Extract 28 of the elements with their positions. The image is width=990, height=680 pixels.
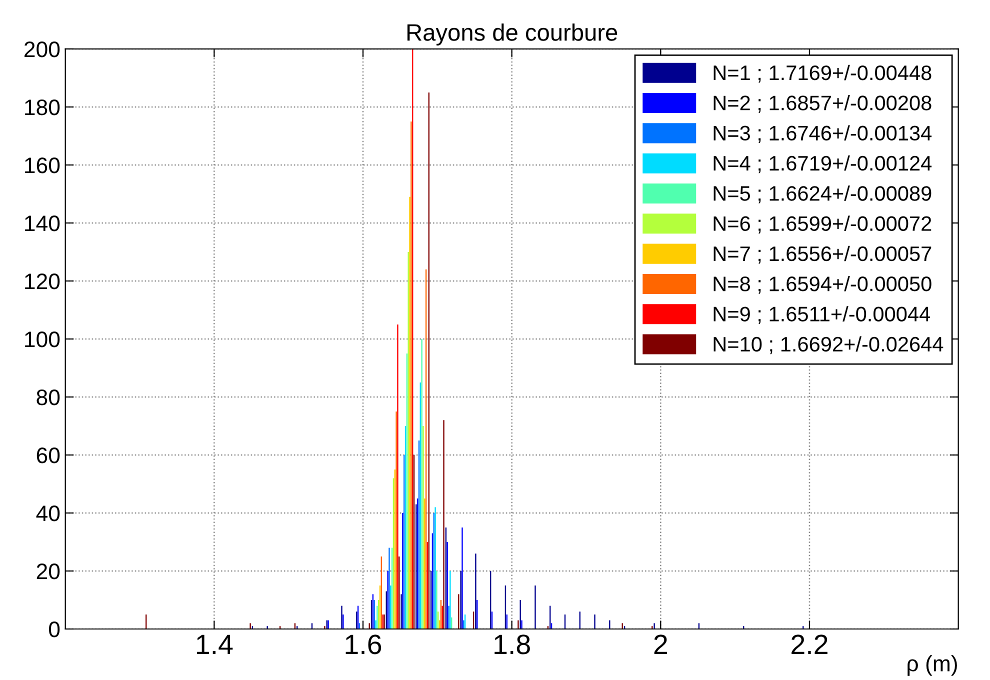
legend-label: N=6 ; 1.6599+/-0.00072 — [714, 216, 932, 234]
y-tick-label: 200 — [24, 41, 60, 58]
x-tick-label: 2 — [654, 634, 667, 654]
legend-label: N=5 ; 1.6624+/-0.00089 — [714, 186, 932, 204]
y-tick-label: 180 — [25, 100, 60, 116]
legend-label: N=4 ; 1.6719+/-0.00124 — [714, 155, 932, 174]
legend-label: N=1 ; 1.7169+/-0.00448 — [714, 64, 932, 83]
y-tick-label: 20 — [36, 564, 60, 580]
x-tick-label: 1.6 — [346, 634, 382, 654]
y-tick-label: 140 — [25, 216, 60, 232]
x-tick-label: 2.2 — [792, 634, 828, 654]
legend-label: N=8 ; 1.6594+/-0.00050 — [714, 276, 932, 294]
chart-title: Rayons de courbure — [407, 24, 618, 46]
y-tick-label: 160 — [25, 158, 60, 174]
x-tick-label: 1.8 — [494, 634, 530, 654]
legend-label: N=3 ; 1.6746+/-0.00134 — [714, 125, 932, 143]
y-tick-label: 0 — [48, 622, 60, 638]
y-tick-label: 80 — [36, 390, 60, 406]
x-axis-title: ρ (m) — [908, 655, 957, 676]
x-tick-label: 1.4 — [196, 634, 233, 654]
legend-label: N=7 ; 1.6556+/-0.00057 — [714, 246, 932, 264]
y-tick-label: 120 — [25, 274, 60, 290]
legend-label: N=9 ; 1.6511+/-0.00044 — [714, 306, 930, 324]
legend-label: N=10 ; 1.6692+/-0.02644 — [714, 336, 944, 354]
y-tick-label: 60 — [36, 448, 60, 464]
y-tick-label: 40 — [36, 506, 60, 522]
legend-label: N=2 ; 1.6857+/-0.00208 — [714, 95, 932, 113]
y-tick-label: 100 — [25, 332, 60, 348]
